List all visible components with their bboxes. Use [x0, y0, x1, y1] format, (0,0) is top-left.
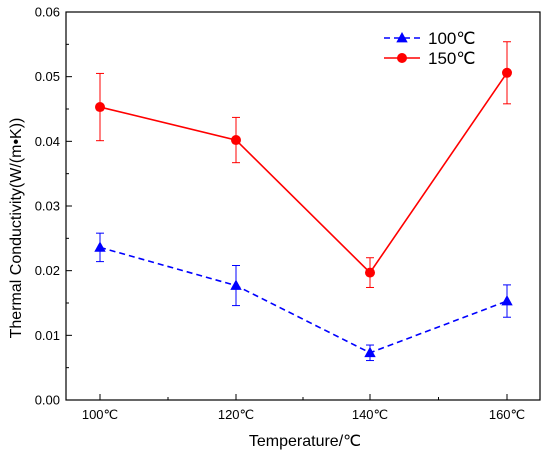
plot-area: 0.00 0.01 0.02 0.03 0.04 0.05 0.06 100℃ 120℃ 140℃… — [35, 5, 541, 422]
x-tick-label-0: 100℃ — [82, 407, 118, 422]
y-tick-label-5: 0.05 — [35, 69, 60, 84]
x-axis-title: Temperature/℃ — [249, 433, 361, 450]
legend-marker-0 — [396, 32, 408, 43]
y-tick-label-3: 0.03 — [35, 199, 60, 214]
legend-label-0: 100℃ — [428, 29, 475, 48]
series-1-line — [99, 72, 508, 274]
x-tick-label-1: 120℃ — [218, 407, 254, 422]
series-0-point-2 — [364, 346, 376, 358]
y-tick-label-6: 0.06 — [35, 5, 60, 20]
y-tick-label-4: 0.04 — [35, 134, 60, 149]
x-tick-label-2: 140℃ — [352, 407, 388, 422]
y-tick-label-1: 0.01 — [35, 328, 60, 343]
series-1-point-1 — [231, 135, 241, 146]
series-1-point-0 — [95, 102, 105, 113]
y-axis-title: Thermal Conductivity(W/(m•K)) — [8, 118, 25, 339]
series-1-point-2 — [365, 267, 375, 278]
y-tick-label-0: 0.00 — [35, 393, 60, 408]
legend-marker-1 — [397, 53, 407, 63]
series-0-point-0 — [94, 241, 106, 252]
series-0-line — [99, 246, 508, 354]
series-0-point-3 — [501, 295, 513, 306]
series-0-point-1 — [230, 279, 242, 290]
x-tick-label-3: 160℃ — [489, 407, 525, 422]
legend-label-1: 150℃ — [428, 49, 475, 68]
y-tick-label-2: 0.02 — [35, 263, 60, 278]
series-1-point-3 — [502, 67, 512, 78]
